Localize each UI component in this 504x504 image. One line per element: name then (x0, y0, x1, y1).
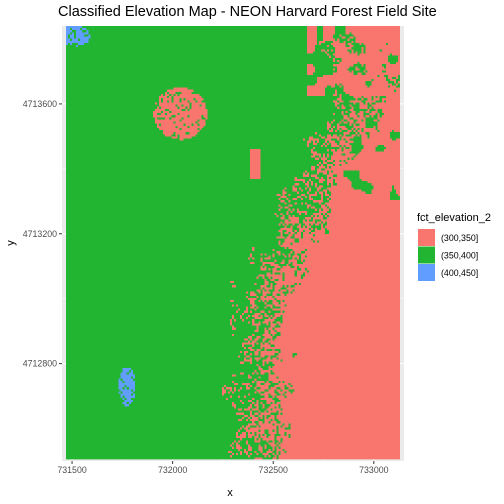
raster-cells (66, 26, 400, 460)
legend-key (418, 246, 435, 264)
legend-title: fct_elevation_2 (417, 212, 491, 224)
x-axis: 731500 732000 732500 733000 (57, 461, 389, 475)
legend-label: (400,450] (441, 268, 478, 278)
legend-key (418, 229, 435, 246)
legend-key (418, 264, 435, 281)
y-tick-label: 4713600 (23, 99, 57, 109)
elevation-raster (66, 26, 400, 460)
x-tick-label: 733000 (359, 465, 388, 475)
y-tick-label: 4713200 (23, 229, 57, 239)
x-tick-label: 732500 (259, 465, 288, 475)
y-axis: 4712800 4713200 4713600 (23, 99, 62, 369)
y-tick-label: 4712800 (23, 359, 57, 369)
x-tick-label: 732000 (158, 465, 187, 475)
y-axis-title: y (5, 240, 17, 246)
legend: fct_elevation_2 (300,350] (350,400] (400,4… (417, 212, 491, 281)
chart-title: Classified Elevation Map - NEON Harvard … (58, 4, 437, 20)
legend-label: (300,350] (441, 233, 478, 243)
x-tick-label: 731500 (57, 465, 86, 475)
x-axis-title: x (227, 487, 233, 499)
legend-label: (350,400] (441, 251, 478, 261)
